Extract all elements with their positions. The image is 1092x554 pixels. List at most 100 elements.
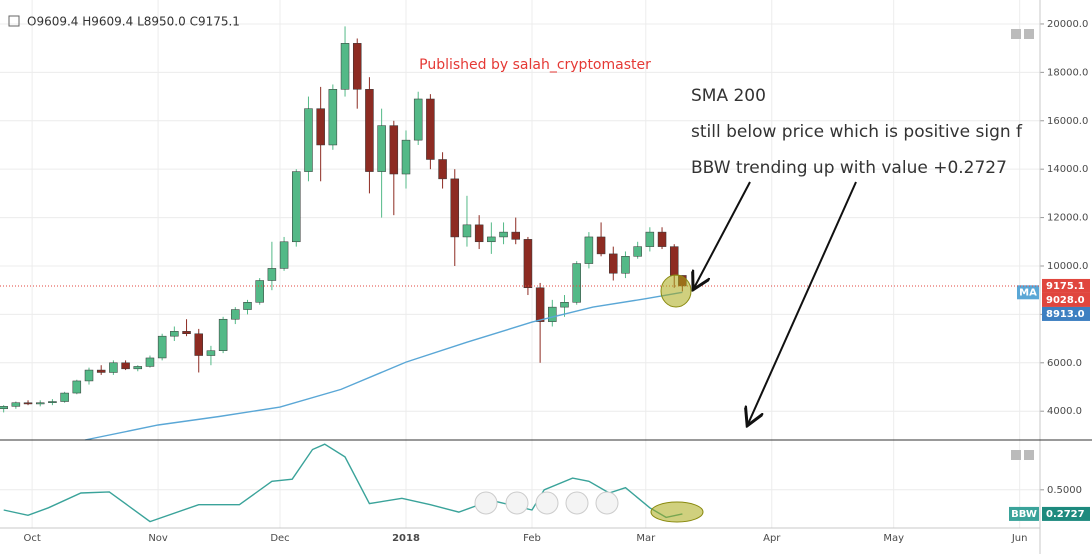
candle-body xyxy=(377,125,386,172)
button[interactable] xyxy=(535,491,559,515)
candle-body xyxy=(511,231,520,240)
publisher: Published by salah_cryptomaster xyxy=(419,57,651,73)
candle-body xyxy=(328,89,338,146)
candle-body xyxy=(413,98,423,141)
candle-body xyxy=(182,331,191,335)
y-tick-label: 6000.0 xyxy=(1047,358,1082,369)
y-tick-label: 16000.0 xyxy=(1047,116,1088,127)
candle-body xyxy=(401,139,411,175)
candle-body xyxy=(462,224,472,238)
candle-body xyxy=(316,108,325,146)
pane-button[interactable] xyxy=(1024,450,1034,460)
y-tick-label: 10000.0 xyxy=(1047,261,1088,272)
y-tick-label: 18000.0 xyxy=(1047,67,1088,78)
series-line xyxy=(3,443,683,523)
x-tick-label: 2018 xyxy=(392,533,420,544)
x-tick-label: Apr xyxy=(763,533,781,544)
candle-body xyxy=(0,406,8,410)
candle-body xyxy=(633,246,642,257)
candle-body xyxy=(60,392,69,402)
candle-body xyxy=(365,89,374,172)
x-tick-label: Oct xyxy=(23,533,40,544)
button[interactable] xyxy=(565,491,589,515)
price-label-box xyxy=(1042,306,1090,321)
price-label: 0.2727 xyxy=(1046,509,1085,520)
candle-body xyxy=(548,306,557,322)
x-tick-label: Mar xyxy=(636,533,656,544)
candle-body xyxy=(487,236,496,243)
ohlc-label: O9609.4 H9609.4 L8950.0 C9175.1 xyxy=(27,15,240,29)
highlight xyxy=(660,274,692,308)
legend-box xyxy=(1017,285,1039,300)
candle-body xyxy=(218,318,228,351)
candle-body xyxy=(645,231,655,247)
candle-body xyxy=(426,98,435,160)
pane-button[interactable] xyxy=(1011,450,1021,460)
candle-body xyxy=(596,236,606,255)
candle-body xyxy=(304,108,313,172)
candle-body xyxy=(292,171,301,243)
candle-body xyxy=(84,369,94,382)
candle-body xyxy=(23,402,33,405)
highlight xyxy=(650,501,704,523)
y-tick-label: 14000.0 xyxy=(1047,164,1088,175)
price-label-box xyxy=(1042,292,1090,307)
plot: MA 9175.1 9028.0 8913.0 BBW 0.2727 xyxy=(0,26,1090,523)
candle-body xyxy=(389,125,399,175)
candle-body xyxy=(72,380,82,394)
candle-body xyxy=(96,369,106,373)
annotation: BBW trending up with value +0.2727 xyxy=(691,158,1007,178)
x-tick-label: May xyxy=(883,533,904,544)
candle-body xyxy=(35,402,45,405)
candle-body xyxy=(267,268,277,281)
candle-body xyxy=(48,401,57,403)
toggle-icon[interactable] xyxy=(8,15,20,27)
candle-body xyxy=(584,236,594,264)
y-tick-label: 4000.0 xyxy=(1047,406,1082,417)
legend-label: BBW xyxy=(1011,509,1037,520)
y-tick-label: 0.5000 xyxy=(1047,485,1082,496)
y-tick-label: 12000.0 xyxy=(1047,213,1088,224)
candle-body xyxy=(340,43,350,90)
candle-body xyxy=(157,335,167,359)
candle-body xyxy=(438,159,447,180)
candle-body xyxy=(121,362,130,370)
pane-button[interactable] xyxy=(1011,29,1021,39)
candle-body xyxy=(231,309,240,320)
candle-body xyxy=(621,256,630,274)
price-label: 8913.0 xyxy=(1046,309,1085,320)
button[interactable] xyxy=(595,491,619,515)
arrow xyxy=(748,181,857,424)
candle-body xyxy=(572,263,581,303)
annotation: still below price which is positive sign… xyxy=(691,122,1023,142)
x-tick-label: Jun xyxy=(1011,533,1028,544)
candle-body xyxy=(133,366,143,370)
x-tick-label: Feb xyxy=(523,533,541,544)
price-label: 9175.1 xyxy=(1046,281,1085,292)
candle-body xyxy=(206,350,216,356)
candle-body xyxy=(523,239,533,289)
series-line xyxy=(84,291,683,441)
candle-body xyxy=(450,178,460,238)
candle-body xyxy=(609,253,618,274)
candle-body xyxy=(352,43,362,90)
candle-body xyxy=(194,333,203,356)
button[interactable] xyxy=(474,491,498,515)
pane-button[interactable] xyxy=(1024,29,1034,39)
candle-body xyxy=(109,362,118,373)
candle-body xyxy=(279,241,289,269)
candle-body xyxy=(669,246,679,276)
price-label: 9028.0 xyxy=(1046,295,1085,306)
candle-body xyxy=(560,302,569,308)
arrow xyxy=(694,181,751,288)
price-label-box xyxy=(1042,506,1090,521)
legend-box xyxy=(1009,506,1039,521)
candle-body xyxy=(170,331,179,337)
button[interactable] xyxy=(505,491,529,515)
candle-body xyxy=(11,402,21,407)
legend-label: MA xyxy=(1019,287,1037,298)
candle-body xyxy=(499,231,508,238)
